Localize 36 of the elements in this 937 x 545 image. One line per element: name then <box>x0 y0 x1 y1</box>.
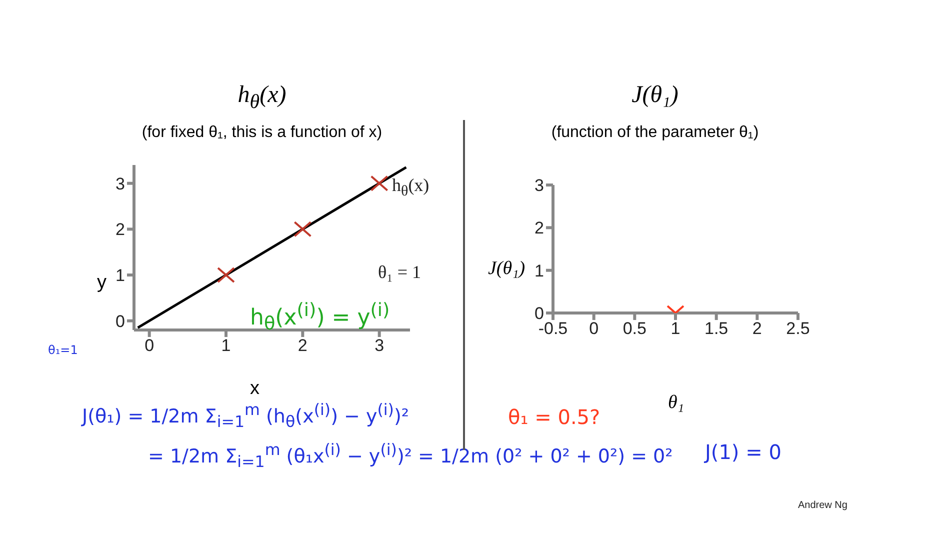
y-tick-label: 3 <box>116 174 125 194</box>
x-tick-label: 3 <box>374 336 384 356</box>
y-tick-label: 1 <box>116 266 125 286</box>
text: J(θ₁) = 1/2m Σ$_{i=1}$$^{m}$ (h$_{θ}$(x$^{(i)}$) − y$^{(i)}$)² <box>82 400 410 432</box>
text: θ₁ = 0.5? <box>508 405 600 429</box>
chart-subtitle: (function of the parameter θ₁) <box>550 124 760 142</box>
y-tick-label: 2 <box>116 220 125 240</box>
x-tick-label: 1.5 <box>704 319 728 338</box>
x-axis-title: x <box>250 378 260 400</box>
chart-title: h$_{θ}$(x) <box>236 82 288 114</box>
x-tick-label: 2 <box>752 319 762 338</box>
text: J(1) = 0 <box>705 440 782 464</box>
x-tick-label: 1 <box>670 319 680 338</box>
annotation: θ₁ = 1 <box>378 262 422 283</box>
point <box>294 221 312 238</box>
y-tick-label: 2 <box>534 218 544 238</box>
annotation: h$_{θ}$(x) <box>392 175 430 201</box>
y-tick-label: 1 <box>534 261 544 280</box>
point <box>217 267 235 283</box>
y-axis-title: y <box>97 272 106 294</box>
chart-title: J(θ₁) <box>630 82 680 109</box>
x-tick-label: 0 <box>589 319 599 338</box>
text: Andrew Ng <box>798 500 848 511</box>
x-axis-title: θ₁ <box>668 392 684 414</box>
y-tick-label: 3 <box>534 176 544 196</box>
y-axis-title: J(θ₁) <box>488 258 526 280</box>
point <box>370 175 388 192</box>
x-tick-label: 0 <box>144 336 154 356</box>
x-tick-label: 1 <box>221 336 231 356</box>
x-tick-label: 0.5 <box>622 319 646 338</box>
text: = 1/2m Σ$_{i=1}$$^{m}$ (θ₁x$^{(i)}$ − y$^{(i)}$)² = 1/2m (0² + 0² + 0²) = 0² <box>148 440 673 472</box>
text: θ₁=1 <box>48 343 78 357</box>
x-tick-label: 2.5 <box>786 319 810 338</box>
x-tick-label: 2 <box>298 336 308 356</box>
annotation: h$_{θ}$(x$^{(i)}$) = y$^{(i)}$ <box>250 300 390 335</box>
chart-subtitle: (for fixed θ₁, this is a function of x) <box>140 124 384 142</box>
